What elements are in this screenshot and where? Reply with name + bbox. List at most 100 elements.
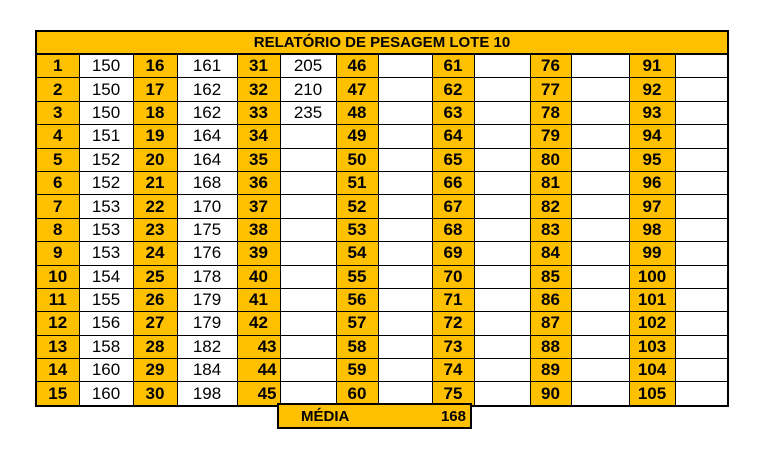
weight-cell[interactable] [377, 53, 433, 79]
weight-cell[interactable]: 160 [78, 381, 134, 407]
weight-cell[interactable] [473, 77, 531, 102]
weight-cell[interactable]: 150 [78, 77, 134, 102]
weight-cell[interactable] [674, 358, 729, 383]
weight-cell[interactable] [674, 124, 729, 149]
weight-cell[interactable] [279, 287, 337, 313]
weight-cell[interactable]: 162 [176, 100, 238, 126]
weight-cell[interactable] [674, 53, 729, 79]
weight-cell[interactable]: 154 [78, 264, 134, 289]
weight-cell[interactable]: 184 [176, 358, 238, 383]
weight-cell[interactable] [570, 170, 630, 196]
weight-cell[interactable] [279, 147, 337, 172]
weight-cell[interactable]: 179 [176, 287, 238, 313]
weight-cell[interactable] [570, 287, 630, 313]
weight-cell[interactable] [377, 100, 433, 126]
weight-cell[interactable] [377, 194, 433, 219]
weight-cell[interactable] [570, 264, 630, 289]
weight-cell[interactable] [674, 287, 729, 313]
weight-cell[interactable] [570, 53, 630, 79]
weight-cell[interactable] [473, 147, 531, 172]
weight-cell[interactable]: 198 [176, 381, 238, 407]
weight-cell[interactable] [377, 170, 433, 196]
weight-cell[interactable] [570, 381, 630, 407]
weight-cell[interactable]: 150 [78, 100, 134, 126]
weight-cell[interactable] [674, 334, 729, 360]
weight-cell[interactable] [674, 311, 729, 336]
weight-cell[interactable] [279, 217, 337, 243]
weight-cell[interactable] [473, 124, 531, 149]
weight-cell[interactable] [674, 77, 729, 102]
weight-cell[interactable] [377, 147, 433, 172]
weight-cell[interactable] [279, 124, 337, 149]
weight-cell[interactable]: 168 [176, 170, 238, 196]
weight-cell[interactable] [674, 100, 729, 126]
weight-cell[interactable]: 164 [176, 147, 238, 172]
weight-cell[interactable] [473, 217, 531, 243]
weight-cell[interactable]: 178 [176, 264, 238, 289]
weight-cell[interactable] [279, 311, 337, 336]
weight-cell[interactable] [377, 77, 433, 102]
weight-cell[interactable] [570, 217, 630, 243]
weight-cell[interactable] [473, 241, 531, 266]
weight-cell[interactable] [279, 264, 337, 289]
weight-cell[interactable]: 162 [176, 77, 238, 102]
weight-cell[interactable] [570, 124, 630, 149]
weight-cell[interactable] [473, 194, 531, 219]
weight-cell[interactable]: 210 [279, 77, 337, 102]
weight-cell[interactable] [377, 311, 433, 336]
weight-cell[interactable]: 152 [78, 170, 134, 196]
weight-cell[interactable] [674, 194, 729, 219]
weight-cell[interactable]: 235 [279, 100, 337, 126]
weight-cell[interactable] [570, 77, 630, 102]
weight-cell[interactable]: 158 [78, 334, 134, 360]
weight-cell[interactable]: 205 [279, 53, 337, 79]
weight-cell[interactable] [473, 334, 531, 360]
weight-cell[interactable]: 161 [176, 53, 238, 79]
weight-cell[interactable] [570, 358, 630, 383]
weight-cell[interactable] [279, 381, 337, 407]
weight-cell[interactable] [473, 287, 531, 313]
weight-cell[interactable] [473, 170, 531, 196]
weight-cell[interactable]: 150 [78, 53, 134, 79]
weight-cell[interactable] [570, 100, 630, 126]
weight-cell[interactable] [377, 264, 433, 289]
weight-cell[interactable]: 153 [78, 241, 134, 266]
weight-cell[interactable] [377, 241, 433, 266]
weight-cell[interactable] [473, 100, 531, 126]
weight-cell[interactable] [674, 264, 729, 289]
weight-cell[interactable] [279, 194, 337, 219]
weight-cell[interactable] [377, 334, 433, 360]
weight-cell[interactable] [570, 194, 630, 219]
weight-cell[interactable] [377, 358, 433, 383]
weight-cell[interactable] [473, 381, 531, 407]
weight-cell[interactable] [473, 53, 531, 79]
weight-cell[interactable] [570, 334, 630, 360]
weight-cell[interactable] [279, 170, 337, 196]
weight-cell[interactable]: 151 [78, 124, 134, 149]
weight-cell[interactable] [377, 217, 433, 243]
weight-cell[interactable] [674, 241, 729, 266]
weight-cell[interactable]: 176 [176, 241, 238, 266]
weight-cell[interactable] [570, 311, 630, 336]
weight-cell[interactable] [473, 264, 531, 289]
weight-cell[interactable]: 175 [176, 217, 238, 243]
weight-cell[interactable] [279, 241, 337, 266]
weight-cell[interactable]: 153 [78, 194, 134, 219]
weight-cell[interactable] [570, 147, 630, 172]
weight-cell[interactable]: 155 [78, 287, 134, 313]
weight-cell[interactable] [473, 358, 531, 383]
weight-cell[interactable] [570, 241, 630, 266]
weight-cell[interactable]: 182 [176, 334, 238, 360]
weight-cell[interactable]: 160 [78, 358, 134, 383]
weight-cell[interactable] [279, 358, 337, 383]
weight-cell[interactable]: 170 [176, 194, 238, 219]
weight-cell[interactable]: 156 [78, 311, 134, 336]
weight-cell[interactable] [674, 147, 729, 172]
weight-cell[interactable] [377, 287, 433, 313]
weight-cell[interactable]: 179 [176, 311, 238, 336]
weight-cell[interactable] [279, 334, 337, 360]
weight-cell[interactable] [377, 124, 433, 149]
weight-cell[interactable]: 153 [78, 217, 134, 243]
weight-cell[interactable]: 152 [78, 147, 134, 172]
weight-cell[interactable] [674, 217, 729, 243]
